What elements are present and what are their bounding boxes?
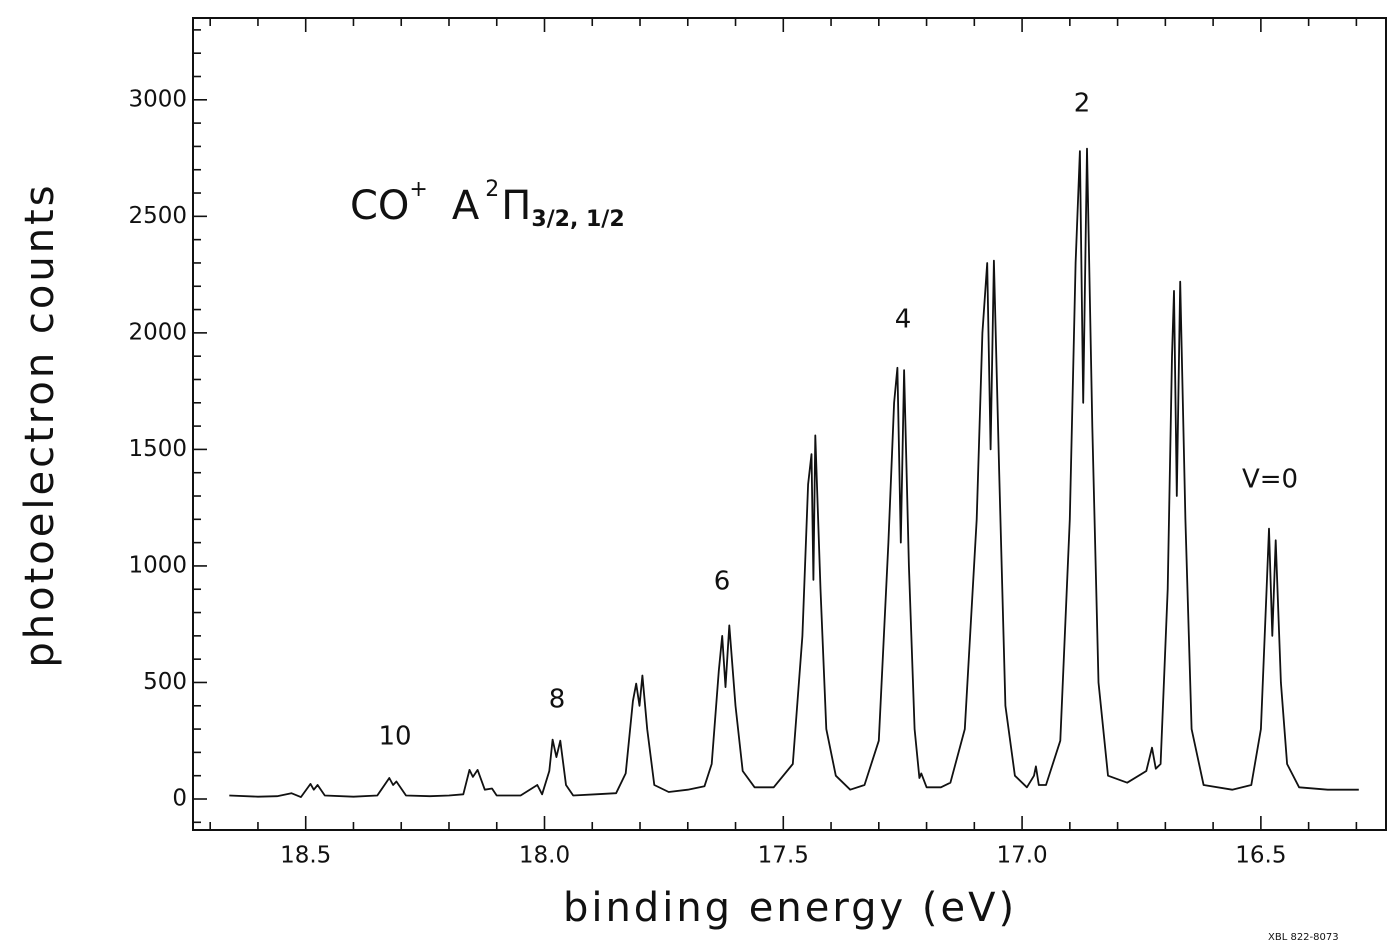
y-axis-label: photoelectron counts <box>17 182 63 667</box>
y-tick-label: 1000 <box>128 552 187 578</box>
x-tick-label: 18.0 <box>519 843 570 869</box>
y-tick-label: 3000 <box>128 86 187 112</box>
y-tick-label: 2000 <box>128 319 187 345</box>
x-tick-label: 17.5 <box>758 843 809 869</box>
spectrum-line <box>229 147 1359 798</box>
multiplicity: 2 <box>485 177 499 202</box>
peak-label: 4 <box>895 305 912 335</box>
peak-label: 6 <box>714 567 731 597</box>
components: 3/2, 1/2 <box>531 207 624 232</box>
spectrum-annotation: CO+ A 2Π3/2, 1/2 <box>350 177 625 232</box>
molecule: CO <box>350 183 409 229</box>
peak-label: V=0 <box>1242 465 1298 495</box>
y-tick-label: 500 <box>143 669 187 695</box>
figure-id: XBL 822-8073 <box>1268 932 1339 943</box>
x-axis-label: binding energy (eV) <box>563 885 1017 931</box>
x-tick-label: 18.5 <box>280 843 331 869</box>
state: A <box>452 183 480 229</box>
charge: + <box>409 177 427 202</box>
term: Π <box>501 183 531 229</box>
y-tick-label: 0 <box>172 786 187 812</box>
x-tick-label: 17.0 <box>996 843 1047 869</box>
y-tick-label: 1500 <box>128 436 187 462</box>
plot-frame <box>192 17 1387 831</box>
peak-label: 10 <box>378 722 411 752</box>
x-tick-label: 16.5 <box>1235 843 1286 869</box>
y-tick-label: 2500 <box>128 203 187 229</box>
peak-label: 2 <box>1074 89 1091 119</box>
peak-label: 8 <box>549 685 566 715</box>
